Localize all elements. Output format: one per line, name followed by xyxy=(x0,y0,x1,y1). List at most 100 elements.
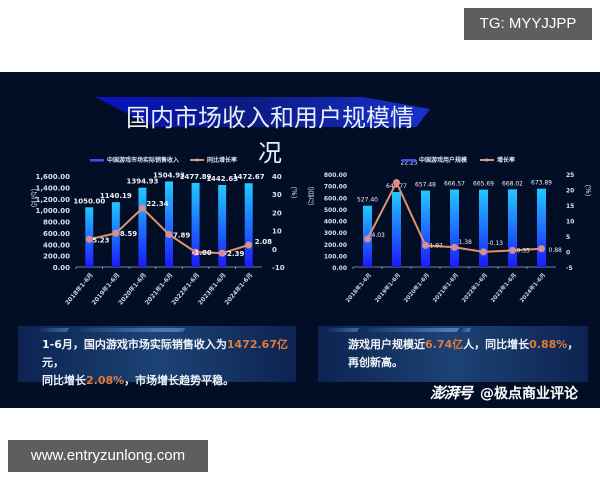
line-value-label: 22.34 xyxy=(146,200,168,208)
bar xyxy=(138,187,147,267)
line-value-label: -0.13 xyxy=(488,240,504,247)
y2-tick-label: 20 xyxy=(566,188,574,195)
summary-text: 人，同比增长 xyxy=(463,338,530,351)
line-point xyxy=(192,248,200,256)
summary-highlight: 2.08% xyxy=(86,374,125,387)
line-point xyxy=(85,235,93,243)
line-value-label: 1.38 xyxy=(459,239,473,246)
watermark-top: TG: MYYJJPP xyxy=(464,8,592,40)
revenue-chart: 0.00 200.00 400.00 600.00 800.00 1,000.00 1,20… xyxy=(30,156,298,307)
bar xyxy=(218,184,227,267)
y-tick-label: 800.00 xyxy=(324,172,347,179)
source-credit: 澎湃号 @极点商业评论 xyxy=(430,382,578,403)
y-tick-label: 0.00 xyxy=(53,264,70,272)
y-tick-label: 500.00 xyxy=(324,207,347,214)
y-tick-label: 400.00 xyxy=(43,241,70,249)
y2-tick-label: 15 xyxy=(566,203,574,210)
y-tick-label: 1,200.00 xyxy=(35,196,70,204)
bar-value-label: 1050.00 xyxy=(73,197,105,205)
summary-text: 同比增长 xyxy=(42,374,86,387)
bar xyxy=(479,189,488,267)
y-tick-label: 300.00 xyxy=(324,230,347,237)
y-tick-label: 600.00 xyxy=(43,230,70,238)
line-value-label: 0.35 xyxy=(517,247,531,254)
summary-highlight: 6.74亿 xyxy=(425,338,464,351)
bar-value-label: 1394.93 xyxy=(126,178,158,186)
line-value-label: 8.59 xyxy=(120,230,137,238)
line-point xyxy=(480,248,487,256)
y-tick-label: 800.00 xyxy=(43,219,70,227)
line-value-label: 2.08 xyxy=(255,238,272,246)
y-tick-label: 0.00 xyxy=(332,265,347,272)
y-tick-label: 700.00 xyxy=(324,184,347,191)
x-category-label: 2024年1-6月 xyxy=(518,271,547,304)
line-point xyxy=(165,230,173,238)
line-value-label: 4.03 xyxy=(372,232,386,239)
brand-logo: 澎湃号 xyxy=(430,384,473,402)
y-tick-label: 200.00 xyxy=(324,242,347,249)
y-tick-label: 200.00 xyxy=(43,253,70,261)
line-value-label: 1.97 xyxy=(430,242,444,249)
users-summary: 游戏用户规模近6.74亿人，同比增长0.88%， 再创新高。 xyxy=(318,326,588,382)
x-category-label: 2019年1-6月 xyxy=(373,271,402,304)
bar-value-label: 1140.19 xyxy=(100,192,132,200)
summary-highlight: 0.88% xyxy=(529,338,568,351)
line-point xyxy=(509,246,516,254)
bar-value-label: 1477.89 xyxy=(180,173,212,181)
y-tick-label: 400.00 xyxy=(324,219,347,226)
bar xyxy=(191,182,200,267)
y-tick-label: 1,600.00 xyxy=(35,173,70,181)
bar xyxy=(421,190,430,267)
y2-tick-label: 40 xyxy=(272,173,282,181)
y2-tick-label: 20 xyxy=(272,209,282,217)
summary-highlight: 1472.67亿 xyxy=(226,338,288,351)
line-value-label: -2.39 xyxy=(224,250,244,258)
y2-tick-label: -10 xyxy=(272,264,285,272)
line-point xyxy=(218,249,226,257)
title-band-decoration xyxy=(95,97,430,127)
summary-text: 元， xyxy=(42,356,64,369)
y-axis-label: （百万） xyxy=(307,182,315,210)
summary-text: 再创新高。 xyxy=(348,356,403,369)
legend-line-series: 增长率 xyxy=(497,156,515,164)
y2-tick-label: 30 xyxy=(272,191,282,199)
y2-tick-label: 0 xyxy=(566,250,570,257)
y-tick-label: 1,000.00 xyxy=(35,207,70,215)
y2-axis-label: （%） xyxy=(290,182,298,203)
bar-value-label: 1472.67 xyxy=(233,173,265,181)
line-value-label: 0.88 xyxy=(549,247,563,254)
line-point xyxy=(393,179,400,187)
line-value-label: -1.80 xyxy=(192,249,212,257)
bar-value-label: 644.77 xyxy=(386,183,407,190)
bar-value-label: 527.40 xyxy=(357,197,378,204)
x-category-label: 2022年1-6月 xyxy=(460,271,489,304)
y2-tick-label: 0 xyxy=(272,246,277,254)
summary-text: ， xyxy=(567,338,579,351)
bar-value-label: 668.02 xyxy=(502,180,523,187)
x-category-label: 2021年1-6月 xyxy=(431,271,460,304)
bar-value-label: 1504.93 xyxy=(153,171,185,179)
legend-bar-series: 中国游戏用户规模 xyxy=(419,156,468,164)
y2-tick-label: 10 xyxy=(566,219,574,226)
author-handle: @极点商业评论 xyxy=(480,386,579,402)
bar xyxy=(244,183,253,267)
bar-value-label: 657.48 xyxy=(415,182,436,189)
revenue-summary: 1-6月，国内游戏市场实际销售收入为1472.67亿元， 同比增长2.08%，市… xyxy=(18,326,296,387)
bar xyxy=(450,189,459,267)
infographic-panel: 国内市场收入和用户规模情况 0.00 200.00 400.00 600.00 800.… xyxy=(0,72,600,408)
y-tick-label: 100.00 xyxy=(324,253,347,260)
line-point xyxy=(112,229,120,237)
watermark-bottom: www.entryzunlong.com xyxy=(8,440,208,472)
bar xyxy=(508,189,517,267)
line-point xyxy=(364,235,371,243)
page-title: 国内市场收入和用户规模情况 xyxy=(126,104,414,167)
x-category-label: 2023年1-6月 xyxy=(489,271,518,304)
line-point xyxy=(422,241,429,249)
y2-tick-label: 25 xyxy=(566,172,574,179)
summary-text: 1-6月，国内游戏市场实际销售收入为 xyxy=(42,338,227,351)
y2-tick-label: 10 xyxy=(272,228,282,236)
bar-value-label: 673.89 xyxy=(531,180,552,187)
bar-value-label: 1442.63 xyxy=(206,175,238,183)
bar xyxy=(165,181,173,267)
line-point xyxy=(538,245,545,253)
